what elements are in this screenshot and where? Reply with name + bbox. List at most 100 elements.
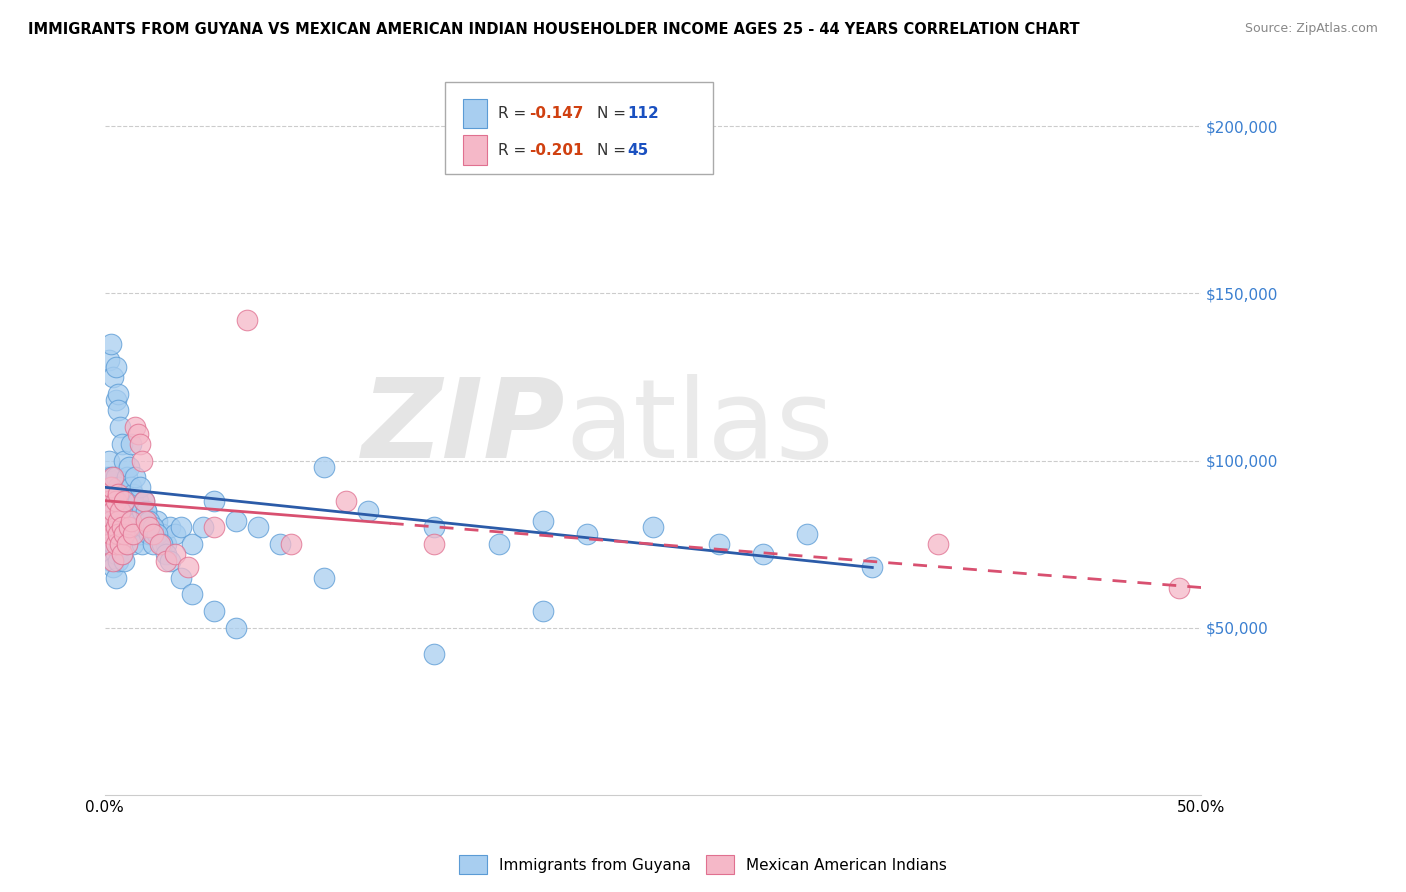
Point [103,487,125,501]
Point [193,520,215,534]
Point [115,537,138,551]
Point [104,570,127,584]
Point [100,336,122,351]
Point [138,520,160,534]
Legend: Immigrants from Guyana, Mexican American Indians: Immigrants from Guyana, Mexican American… [453,849,953,880]
Point [108,504,131,518]
Point [96,487,118,501]
Point [100,514,122,528]
Point [118,520,141,534]
Point [104,359,127,374]
Point [159,554,181,568]
Point [100,470,122,484]
Point [163,527,186,541]
Point [122,527,145,541]
Point [112,554,135,568]
Point [1168,581,1191,595]
Text: R =: R = [498,106,531,120]
Point [142,537,165,551]
Point [98,537,121,551]
Point [108,487,131,501]
Point [103,370,125,384]
Point [170,570,193,584]
Point [120,480,142,494]
Point [202,604,225,618]
Point [104,514,127,528]
Point [103,560,125,574]
Text: Source: ZipAtlas.com: Source: ZipAtlas.com [1244,22,1378,36]
Point [107,554,129,568]
Point [108,527,131,541]
Point [115,493,138,508]
Point [112,504,135,518]
Point [103,504,125,518]
Point [104,470,127,484]
Point [111,520,134,534]
Point [860,560,883,574]
Point [312,570,335,584]
Point [155,554,177,568]
Text: atlas: atlas [565,374,834,481]
Point [159,520,181,534]
FancyBboxPatch shape [463,136,488,165]
Text: IMMIGRANTS FROM GUYANA VS MEXICAN AMERICAN INDIAN HOUSEHOLDER INCOME AGES 25 - 4: IMMIGRANTS FROM GUYANA VS MEXICAN AMERIC… [28,22,1080,37]
Point [118,460,141,475]
Point [98,520,121,534]
Point [155,547,177,561]
Point [236,313,259,327]
Point [202,520,225,534]
Point [127,493,149,508]
Point [148,537,170,551]
Point [107,493,129,508]
FancyBboxPatch shape [444,82,713,174]
Point [104,493,127,508]
Point [96,504,118,518]
Point [100,554,122,568]
Point [357,504,380,518]
Point [142,520,165,534]
Point [107,386,129,401]
Point [120,520,142,534]
Point [422,520,444,534]
Point [96,470,118,484]
Point [120,514,142,528]
Text: -0.201: -0.201 [529,143,583,158]
Point [796,527,818,541]
Point [100,514,122,528]
Point [131,504,153,518]
Point [531,604,554,618]
Point [280,537,302,551]
Text: 112: 112 [627,106,659,120]
Point [104,547,127,561]
Point [100,480,122,494]
Point [100,527,122,541]
Point [124,420,146,434]
Point [422,537,444,551]
Point [98,453,121,467]
Text: N =: N = [598,106,631,120]
Point [120,504,142,518]
Point [112,527,135,541]
Point [103,504,125,518]
Point [163,547,186,561]
Point [115,470,138,484]
Point [112,493,135,508]
Point [103,470,125,484]
Point [107,527,129,541]
Point [104,493,127,508]
Point [134,493,156,508]
Point [98,493,121,508]
Point [155,537,177,551]
Point [115,520,138,534]
Point [927,537,949,551]
Point [139,520,162,534]
Point [107,480,129,494]
Point [751,547,773,561]
Point [422,648,444,662]
Point [531,514,554,528]
Point [312,460,335,475]
Point [128,527,150,541]
Point [108,420,131,434]
Point [177,560,200,574]
Point [112,453,135,467]
